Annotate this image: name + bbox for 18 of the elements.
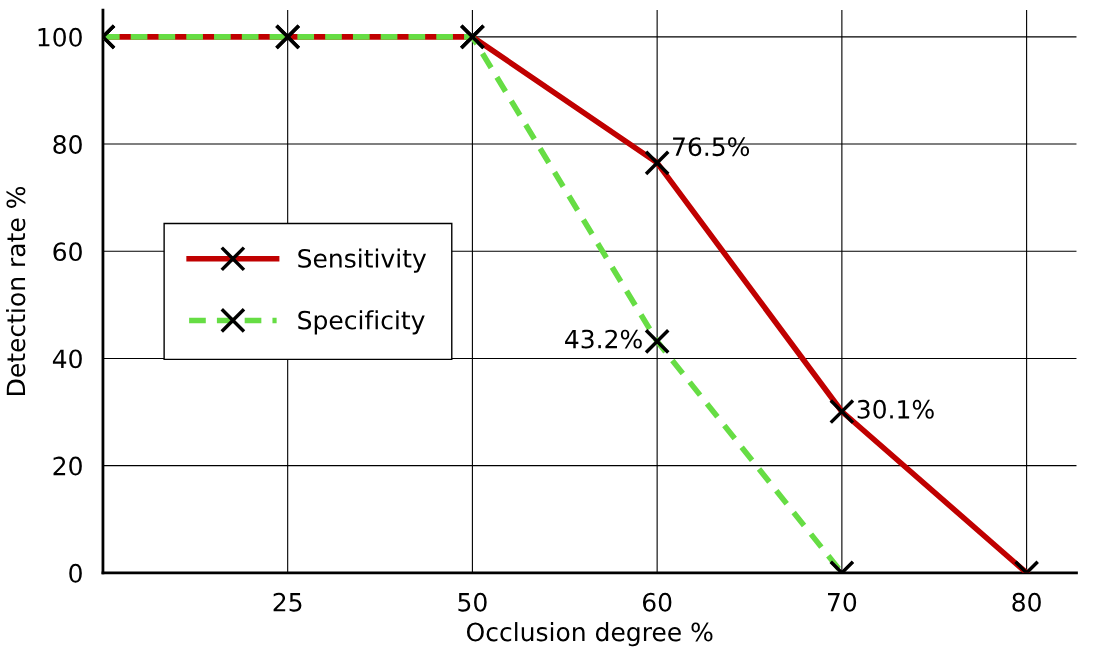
x-tick-label: 80 xyxy=(1012,592,1041,612)
data-label: 43.2% xyxy=(565,329,642,349)
x-tick-label: 50 xyxy=(458,592,487,612)
y-tick-label: 80 xyxy=(53,134,82,154)
y-tick-label: 40 xyxy=(52,349,82,369)
y-tick-label: 0 xyxy=(69,563,82,583)
y-axis-title: Detection rate % xyxy=(6,186,26,395)
data-label: 30.1% xyxy=(857,399,934,419)
legend-label: Specificity xyxy=(298,310,425,335)
x-tick-label: 60 xyxy=(642,592,672,612)
y-tick-label: 100 xyxy=(38,27,82,47)
legend-label: Sensitivity xyxy=(298,248,427,273)
y-tick-label: 20 xyxy=(53,456,82,476)
data-label: 76.5% xyxy=(673,137,750,157)
x-tick-label: 25 xyxy=(273,592,302,612)
y-tick-label: 60 xyxy=(53,242,82,262)
x-axis-title: Occlusion degree % xyxy=(466,622,713,647)
x-tick-label: 70 xyxy=(828,592,857,612)
